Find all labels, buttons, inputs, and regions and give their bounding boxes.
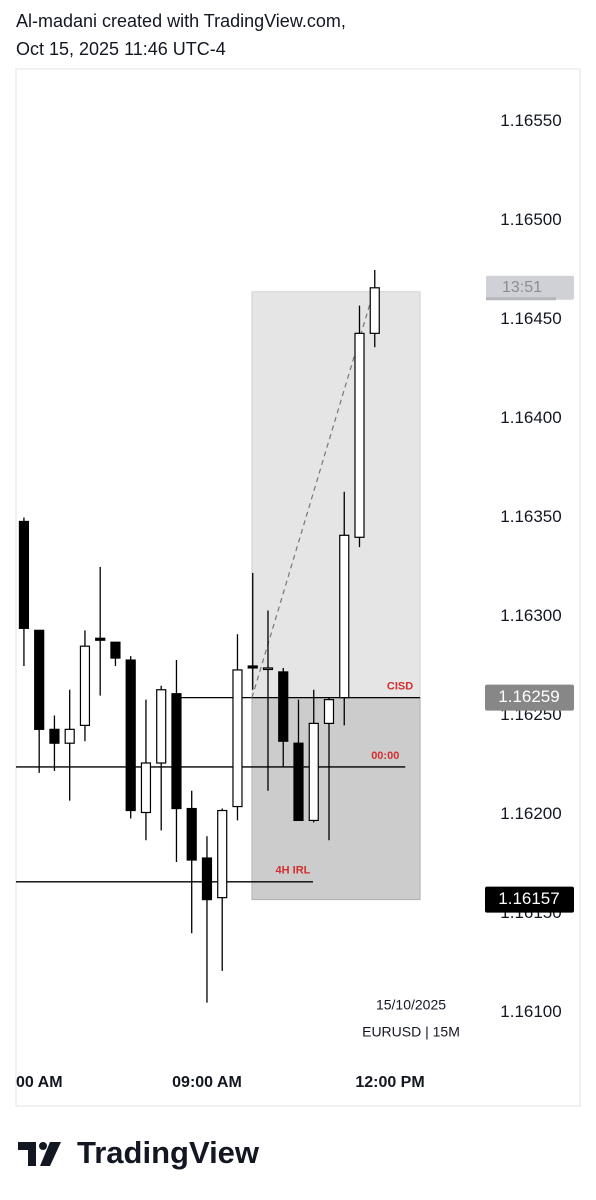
price-label-box [485,684,574,711]
symbol: EURUSD | 15M [362,1024,460,1040]
candle-body [278,671,289,742]
candle-body [110,641,121,659]
candle-body [171,693,182,810]
frame [15,68,581,1107]
candle-body [354,332,365,538]
y-tick-label: 1.16500 [500,210,561,229]
candle-body [125,659,136,812]
y-tick-label: 1.16450 [500,309,561,328]
y-tick-label: 1.16100 [500,1002,561,1021]
candle-body [95,637,106,641]
candle-body [64,728,75,744]
candle-body [34,629,45,730]
logo-text: TradingView [77,1135,260,1170]
candle-body [201,857,213,901]
candle-body [217,809,228,899]
y-tick-label: 1.16300 [500,606,561,625]
x-tick-label: 09:00 AM [172,1074,242,1091]
logo-icon [18,1142,61,1166]
y-tick-label: 1.16200 [500,804,561,823]
candle-body [339,534,350,699]
price-label: 1.16157 [498,889,559,908]
y-tick-label: 1.16550 [500,111,561,130]
candle-body [156,689,167,764]
level-label: 4H IRL [276,865,311,877]
candle-body [232,669,243,808]
level-label: CISD [387,681,413,693]
candle-body [186,807,197,861]
candle-body [308,722,319,822]
candle-body [140,762,152,814]
x-tick-label: 12:00 PM [355,1074,424,1091]
x-tick-label: 00 AM [16,1074,63,1091]
candle-body [49,728,60,744]
y-tick-label: 1.16350 [500,507,561,526]
candle-body [79,645,91,726]
date-note: 15/10/2025 [376,997,446,1013]
countdown-box [486,275,574,300]
header-line: Al-madani created with TradingView.com, [16,11,346,31]
candle-body [18,520,30,629]
price-label: 1.16259 [498,687,559,706]
candle-body [262,667,274,671]
candle-body [293,742,304,822]
zone-upper [251,291,421,699]
candle-body [323,699,335,725]
header-line: Oct 15, 2025 11:46 UTC-4 [16,39,226,59]
candle-body [247,665,258,669]
countdown-label: 13:51 [502,279,542,296]
y-tick-label: 1.16400 [500,408,561,427]
level-label: 00:00 [371,750,399,762]
candle-body [369,287,380,334]
price-label-box [485,886,574,913]
